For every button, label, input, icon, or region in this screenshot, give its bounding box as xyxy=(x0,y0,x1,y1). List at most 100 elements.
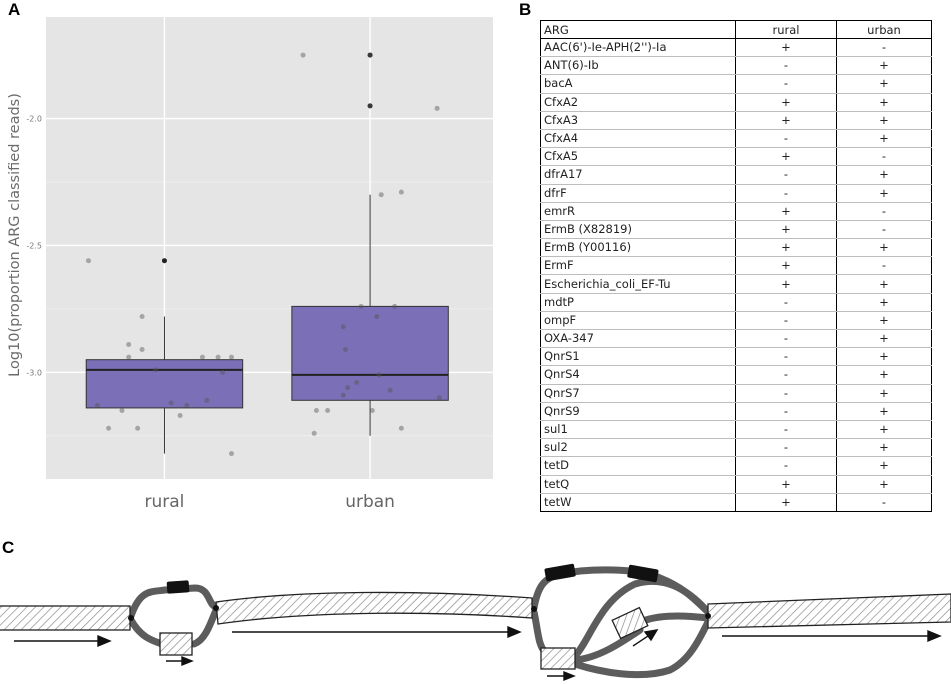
data-point xyxy=(358,303,364,309)
cell-arg: tetW xyxy=(540,493,736,512)
edge-lower-left xyxy=(127,616,166,648)
cell-rural: - xyxy=(735,329,837,349)
cell-arg: emrR xyxy=(540,202,736,221)
data-point xyxy=(369,407,375,413)
data-point xyxy=(340,324,346,330)
cell-rural: + xyxy=(735,111,837,130)
data-point xyxy=(325,407,331,413)
box-rural xyxy=(85,359,244,409)
data-point xyxy=(398,189,404,195)
arg-presence-table: ARG rural urban AAC(6')-Ie-APH(2'')-Ia + -… xyxy=(540,20,932,512)
table-row: QnrS9- + xyxy=(540,402,932,421)
data-point xyxy=(177,413,183,419)
data-point xyxy=(139,314,145,320)
y-tick-label: -3.0 xyxy=(26,368,42,377)
data-point xyxy=(168,400,174,406)
data-point xyxy=(94,402,100,408)
cell-urban: + xyxy=(836,402,932,421)
cell-urban: + xyxy=(836,111,932,130)
y-tick-label: -2.0 xyxy=(26,115,42,124)
data-point xyxy=(220,369,226,375)
cell-urban: + xyxy=(836,74,932,94)
table-row: dfrF - + xyxy=(540,184,932,203)
column-header-arg: ARG xyxy=(540,20,736,39)
cell-arg: CfxA4 xyxy=(540,129,736,149)
data-point xyxy=(199,354,205,360)
data-point xyxy=(378,192,384,198)
table-row: tetD - + xyxy=(540,456,932,476)
arrow-head xyxy=(927,629,942,643)
data-point xyxy=(139,347,145,353)
cell-rural: - xyxy=(735,293,837,312)
cell-arg: OXA-347 xyxy=(540,329,736,349)
data-point xyxy=(436,395,442,401)
cell-arg: ErmB (X82819) xyxy=(540,220,736,240)
direction-arrows xyxy=(14,625,942,682)
cell-arg: ompF xyxy=(540,311,736,331)
data-point xyxy=(367,103,373,109)
junction-dots xyxy=(128,605,711,621)
cell-urban: - xyxy=(836,147,932,167)
data-point xyxy=(215,354,221,360)
cell-urban: + xyxy=(836,347,932,367)
outlier-point xyxy=(161,258,167,264)
genome-graph-diagram xyxy=(0,563,951,682)
y-tick-label: -2.5 xyxy=(26,241,42,250)
cell-rural: - xyxy=(735,456,837,476)
column-header-rural: rural xyxy=(735,20,837,39)
data-point xyxy=(119,407,125,413)
cell-rural: - xyxy=(735,384,837,403)
cell-urban: + xyxy=(836,129,932,149)
outlier-point xyxy=(367,103,373,109)
panel-label-a: A xyxy=(8,0,21,19)
edge-mid-right xyxy=(530,608,549,656)
cell-arg: sul1 xyxy=(540,420,736,440)
cell-arg: QnrS7 xyxy=(540,384,736,403)
table-row: ompF - + xyxy=(540,311,932,331)
cell-arg: QnrS9 xyxy=(540,402,736,421)
cell-arg: mdtP xyxy=(540,293,736,312)
cell-arg: tetD xyxy=(540,456,736,476)
contig-middle xyxy=(215,591,533,625)
cell-rural: + xyxy=(735,147,837,167)
contig-left xyxy=(0,605,131,631)
cell-urban: + xyxy=(836,274,932,294)
data-point xyxy=(106,425,112,431)
edge-marker xyxy=(544,563,576,582)
edge-inner-right xyxy=(642,612,712,624)
table-row: sul1- + xyxy=(540,420,932,440)
cell-rural: + xyxy=(735,202,837,221)
edge-marker xyxy=(166,580,190,594)
outlier-point xyxy=(367,52,373,58)
junction-dot xyxy=(213,605,219,611)
boxes xyxy=(85,52,449,454)
junction-dot xyxy=(705,613,711,619)
data-point xyxy=(204,397,210,403)
cell-urban: + xyxy=(836,475,932,494)
table-row: CfxA2 + + xyxy=(540,93,932,112)
data-point xyxy=(126,354,132,360)
arrow-head xyxy=(643,629,659,642)
table-row: mdtP - + xyxy=(540,293,932,312)
cell-rural: + xyxy=(735,256,837,276)
data-point xyxy=(311,430,317,436)
cell-urban: + xyxy=(836,93,932,112)
table-row: tetQ + + xyxy=(540,475,932,494)
table-row: emrR + - xyxy=(540,202,932,221)
cell-arg: QnrS1 xyxy=(540,347,736,367)
cell-urban: - xyxy=(836,220,932,240)
data-point xyxy=(345,385,351,391)
edge-lower-right xyxy=(571,626,644,664)
cell-arg: sul2 xyxy=(540,438,736,458)
data-point xyxy=(342,347,348,353)
data-point xyxy=(387,387,393,393)
data-point xyxy=(229,354,235,360)
contig-small-left xyxy=(159,632,193,656)
cell-rural: - xyxy=(735,129,837,149)
cell-arg: CfxA2 xyxy=(540,93,736,112)
table-row: Escherichia_coli_EF-Tu + + xyxy=(540,274,932,294)
cell-urban: + xyxy=(836,311,932,331)
cell-arg: Escherichia_coli_EF-Tu xyxy=(540,274,736,294)
arrow-head xyxy=(507,625,522,639)
arrow-head xyxy=(563,670,576,682)
